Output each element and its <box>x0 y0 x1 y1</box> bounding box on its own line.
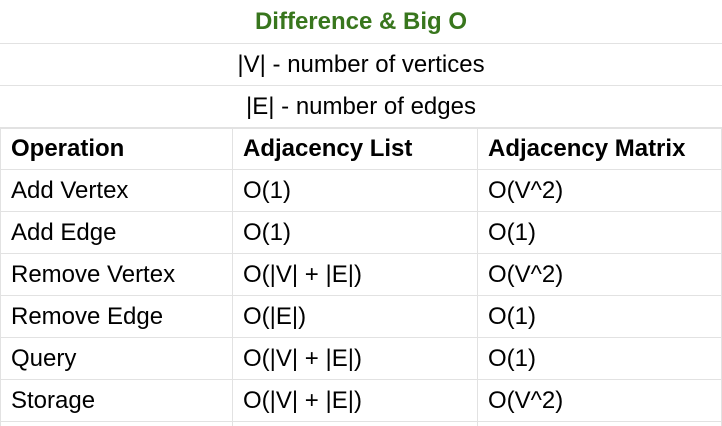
table-header-row: Operation Adjacency List Adjacency Matri… <box>0 128 722 170</box>
table-row: Remove Vertex O(|V| + |E|) O(V^2) <box>0 254 722 296</box>
operation-cell[interactable]: Remove Edge <box>0 296 233 338</box>
gridline <box>232 420 233 426</box>
adjacency-list-cell[interactable]: O(|V| + |E|) <box>233 338 478 380</box>
adjacency-matrix-cell[interactable]: O(1) <box>478 338 722 380</box>
edges-note: |E| - number of edges <box>246 92 476 120</box>
operation-cell[interactable]: Storage <box>0 380 233 422</box>
table-row: Query O(|V| + |E|) O(1) <box>0 338 722 380</box>
operation-cell[interactable]: Remove Vertex <box>0 254 233 296</box>
gridline <box>477 420 478 426</box>
table-row: Add Edge O(1) O(1) <box>0 212 722 254</box>
title-cell[interactable]: Difference & Big O <box>0 0 722 44</box>
adjacency-list-cell[interactable]: O(|V| + |E|) <box>233 380 478 422</box>
table-row: Add Vertex O(1) O(V^2) <box>0 170 722 212</box>
adjacency-matrix-cell[interactable]: O(V^2) <box>478 380 722 422</box>
header-cell-adjacency-matrix[interactable]: Adjacency Matrix <box>478 128 722 170</box>
vertices-note: |V| - number of vertices <box>237 50 485 78</box>
adjacency-list-cell[interactable]: O(1) <box>233 212 478 254</box>
adjacency-list-cell[interactable]: O(|V| + |E|) <box>233 254 478 296</box>
table-row: Remove Edge O(|E|) O(1) <box>0 296 722 338</box>
adjacency-matrix-cell[interactable]: O(V^2) <box>478 254 722 296</box>
header-cell-adjacency-list[interactable]: Adjacency List <box>233 128 478 170</box>
adjacency-matrix-cell[interactable]: O(1) <box>478 296 722 338</box>
adjacency-list-cell[interactable]: O(|E|) <box>233 296 478 338</box>
operation-cell[interactable]: Query <box>0 338 233 380</box>
sheet-title: Difference & Big O <box>254 7 468 35</box>
table-row: Storage O(|V| + |E|) O(V^2) <box>0 380 722 422</box>
header-cell-operation[interactable]: Operation <box>0 128 233 170</box>
gridline <box>0 420 1 426</box>
adjacency-matrix-cell[interactable]: O(V^2) <box>478 170 722 212</box>
operation-cell[interactable]: Add Edge <box>0 212 233 254</box>
note-cell-vertices[interactable]: |V| - number of vertices <box>0 44 722 86</box>
operation-cell[interactable]: Add Vertex <box>0 170 233 212</box>
note-cell-edges[interactable]: |E| - number of edges <box>0 86 722 128</box>
adjacency-matrix-cell[interactable]: O(1) <box>478 212 722 254</box>
adjacency-list-cell[interactable]: O(1) <box>233 170 478 212</box>
